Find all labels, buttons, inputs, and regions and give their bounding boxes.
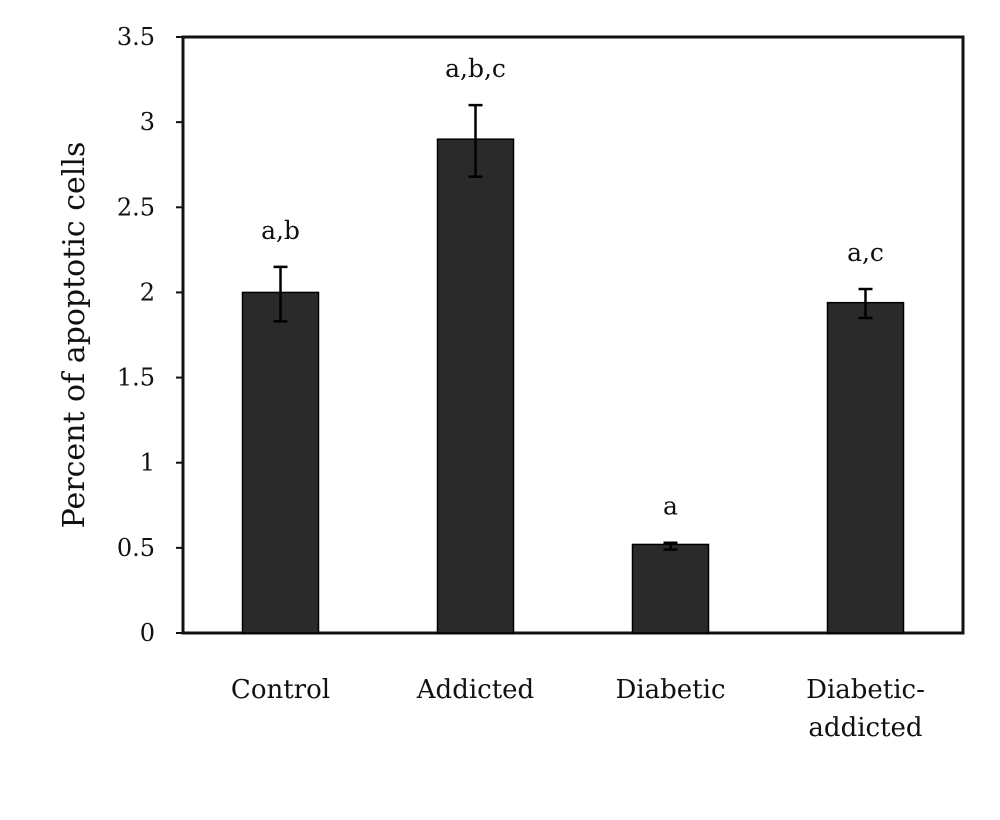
y-tick-label: 0.5 xyxy=(117,534,155,562)
x-axis-labels: Control Addicted Diabetic Diabetic-addicted xyxy=(231,675,925,743)
y-tick-label: 1.5 xyxy=(117,364,155,392)
bar xyxy=(436,138,515,634)
bar xyxy=(631,543,710,634)
plot-frame xyxy=(181,35,965,635)
bars-group: a,b a,b,c a a,c xyxy=(241,54,905,634)
significance-label: a,b,c xyxy=(445,54,506,83)
y-tick-label: 3 xyxy=(140,108,155,136)
category-label: Diabetic xyxy=(615,675,725,705)
significance-label: a,c xyxy=(847,238,884,267)
significance-label: a xyxy=(663,492,678,521)
significance-label: a,b xyxy=(261,216,300,245)
category-label: Diabetic- xyxy=(806,675,925,705)
y-tick-label: 0 xyxy=(140,619,155,647)
category-label: Addicted xyxy=(416,675,534,705)
y-tick-label: 3.5 xyxy=(117,23,155,51)
category-label: addicted xyxy=(808,713,922,743)
y-axis-ticks: 0 0.5 1 1.5 2 2.5 3 3.5 xyxy=(117,23,183,647)
bar xyxy=(826,301,905,634)
y-axis-title: Percent of apoptotic cells xyxy=(57,142,92,529)
y-tick-label: 1 xyxy=(140,449,155,477)
category-label: Control xyxy=(231,675,330,705)
y-tick-label: 2 xyxy=(140,278,155,306)
y-tick-label: 2.5 xyxy=(117,193,155,221)
bar xyxy=(241,291,320,634)
